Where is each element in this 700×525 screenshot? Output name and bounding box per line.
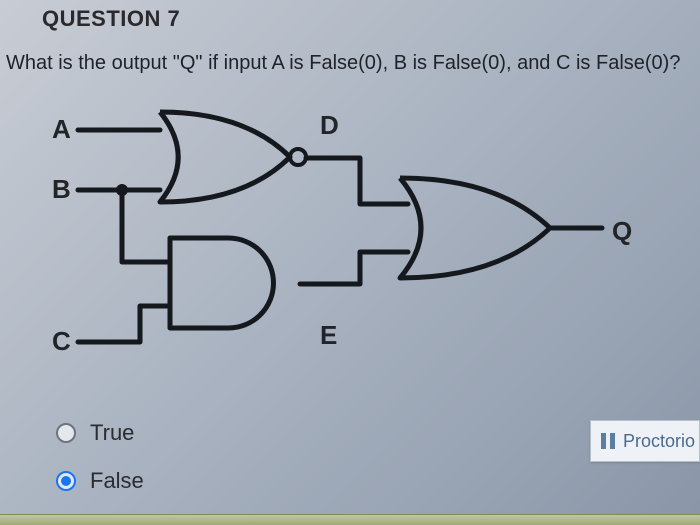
option-true-label: True — [90, 420, 134, 446]
svg-text:Q: Q — [612, 216, 632, 246]
svg-text:A: A — [52, 114, 71, 144]
svg-text:B: B — [52, 174, 71, 204]
pause-icon — [601, 433, 615, 449]
proctorio-label: Proctorio — [623, 431, 695, 452]
question-text: What is the output "Q" if input A is Fal… — [6, 52, 694, 75]
option-false[interactable]: False — [56, 468, 144, 494]
proctorio-badge[interactable]: Proctorio — [590, 420, 700, 462]
radio-true[interactable] — [56, 423, 76, 443]
radio-false[interactable] — [56, 471, 76, 491]
question-header: QUESTION 7 — [42, 6, 180, 32]
logic-circuit-diagram: AB C D E Q — [0, 92, 700, 392]
svg-text:C: C — [52, 326, 71, 356]
window-bottom-bar — [0, 514, 700, 525]
option-true[interactable]: True — [56, 420, 144, 446]
svg-text:D: D — [320, 110, 339, 140]
option-false-label: False — [90, 468, 144, 494]
answer-options: True False — [56, 420, 144, 516]
svg-text:E: E — [320, 320, 337, 350]
